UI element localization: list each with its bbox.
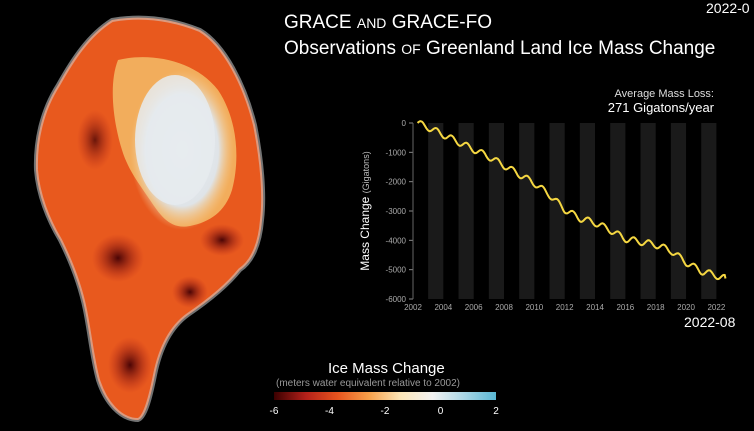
average-mass-loss-label: Average Mass Loss: bbox=[614, 88, 714, 100]
year-band bbox=[428, 123, 444, 299]
colorbar-tick-label: -6 bbox=[270, 406, 279, 417]
mass-change-line bbox=[416, 120, 727, 281]
loss-hotspot-southeast bbox=[200, 224, 244, 256]
year-band bbox=[670, 123, 687, 299]
title-line-1: GRACE AND GRACE-FO bbox=[284, 12, 492, 33]
colorbar-tick-label: 2 bbox=[493, 406, 499, 417]
title-line-2: Observations OF Greenland Land Ice Mass … bbox=[284, 38, 716, 59]
average-mass-loss-value: 271 Gigatons/year bbox=[607, 100, 714, 115]
y-tick-label: -6000 bbox=[386, 295, 407, 304]
interior-ice-sheet bbox=[135, 75, 215, 205]
x-tick-label: 2004 bbox=[434, 303, 452, 312]
x-tick-label: 2020 bbox=[677, 303, 695, 312]
current-date: 2022-08 bbox=[684, 314, 736, 330]
year-band bbox=[488, 123, 505, 299]
colorbar bbox=[274, 392, 496, 400]
x-tick-label: 2022 bbox=[707, 303, 725, 312]
x-tick-label: 2018 bbox=[647, 303, 665, 312]
year-band bbox=[640, 123, 656, 299]
date-top: 2022-0 bbox=[706, 0, 750, 16]
y-axis-label: Mass Change (Gigatons) bbox=[358, 151, 372, 270]
y-tick-label: -5000 bbox=[386, 266, 407, 275]
year-band bbox=[519, 123, 535, 299]
year-band bbox=[701, 123, 717, 299]
colorbar-legend: -6 -4 -2 0 2 bbox=[270, 392, 499, 417]
loss-hotspot-northwest bbox=[77, 110, 113, 170]
colorbar-tick-label: 0 bbox=[438, 406, 444, 417]
x-tick-label: 2008 bbox=[495, 303, 513, 312]
y-tick-label: 0 bbox=[402, 119, 407, 128]
x-tick-label: 2014 bbox=[586, 303, 604, 312]
year-band bbox=[610, 123, 626, 299]
loss-hotspot-east bbox=[172, 276, 208, 308]
x-tick-label: 2002 bbox=[404, 303, 422, 312]
year-band bbox=[579, 123, 596, 299]
y-tick-label: -4000 bbox=[386, 236, 407, 245]
loss-hotspot-west bbox=[92, 234, 144, 282]
x-tick-label: 2016 bbox=[616, 303, 634, 312]
x-tick-label: 2012 bbox=[556, 303, 574, 312]
chart-title: GRACE AND GRACE-FO Observations OF Green… bbox=[284, 10, 715, 62]
x-tick-label: 2010 bbox=[525, 303, 543, 312]
legend-subtitle: (meters water equivalent relative to 200… bbox=[276, 378, 460, 389]
x-tick-label: 2006 bbox=[465, 303, 483, 312]
coastline bbox=[33, 15, 266, 423]
legend-title: Ice Mass Change bbox=[328, 360, 445, 377]
year-band bbox=[549, 123, 565, 299]
year-band bbox=[458, 123, 474, 299]
y-tick-label: -3000 bbox=[386, 207, 407, 216]
y-tick-label: -1000 bbox=[386, 148, 407, 157]
y-tick-label: -2000 bbox=[386, 178, 407, 187]
colorbar-tick-label: -4 bbox=[325, 406, 334, 417]
colorbar-tick-label: -2 bbox=[381, 406, 390, 417]
greenland-ice-mass-map bbox=[33, 15, 266, 423]
average-mass-loss: Average Mass Loss: 271 Gigatons/year bbox=[608, 88, 714, 115]
loss-hotspot-south bbox=[108, 337, 152, 393]
